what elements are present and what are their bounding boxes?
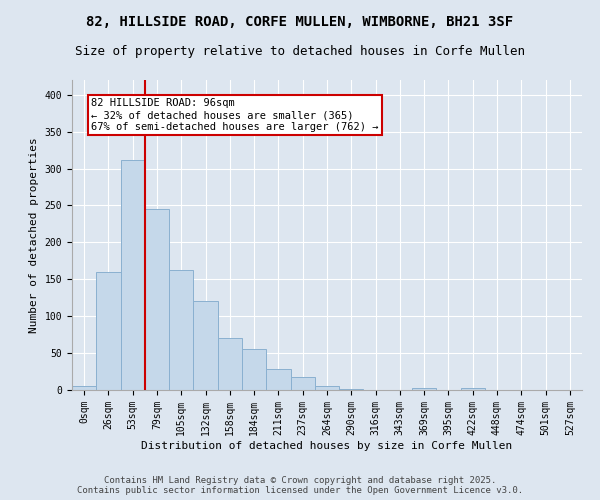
Bar — [290, 376, 315, 390]
Bar — [315, 386, 339, 390]
Bar — [72, 386, 96, 390]
Bar — [266, 370, 290, 390]
Bar — [193, 302, 218, 390]
Bar — [218, 338, 242, 390]
Bar — [121, 160, 145, 390]
Text: Contains HM Land Registry data © Crown copyright and database right 2025.
Contai: Contains HM Land Registry data © Crown c… — [77, 476, 523, 495]
Y-axis label: Number of detached properties: Number of detached properties — [29, 137, 39, 333]
Bar — [145, 209, 169, 390]
Text: Size of property relative to detached houses in Corfe Mullen: Size of property relative to detached ho… — [75, 45, 525, 58]
Bar — [169, 270, 193, 390]
Text: 82 HILLSIDE ROAD: 96sqm
← 32% of detached houses are smaller (365)
67% of semi-d: 82 HILLSIDE ROAD: 96sqm ← 32% of detache… — [91, 98, 379, 132]
Bar — [96, 272, 121, 390]
Bar — [461, 388, 485, 390]
Bar — [412, 388, 436, 390]
Text: 82, HILLSIDE ROAD, CORFE MULLEN, WIMBORNE, BH21 3SF: 82, HILLSIDE ROAD, CORFE MULLEN, WIMBORN… — [86, 15, 514, 29]
X-axis label: Distribution of detached houses by size in Corfe Mullen: Distribution of detached houses by size … — [142, 440, 512, 450]
Bar — [242, 350, 266, 390]
